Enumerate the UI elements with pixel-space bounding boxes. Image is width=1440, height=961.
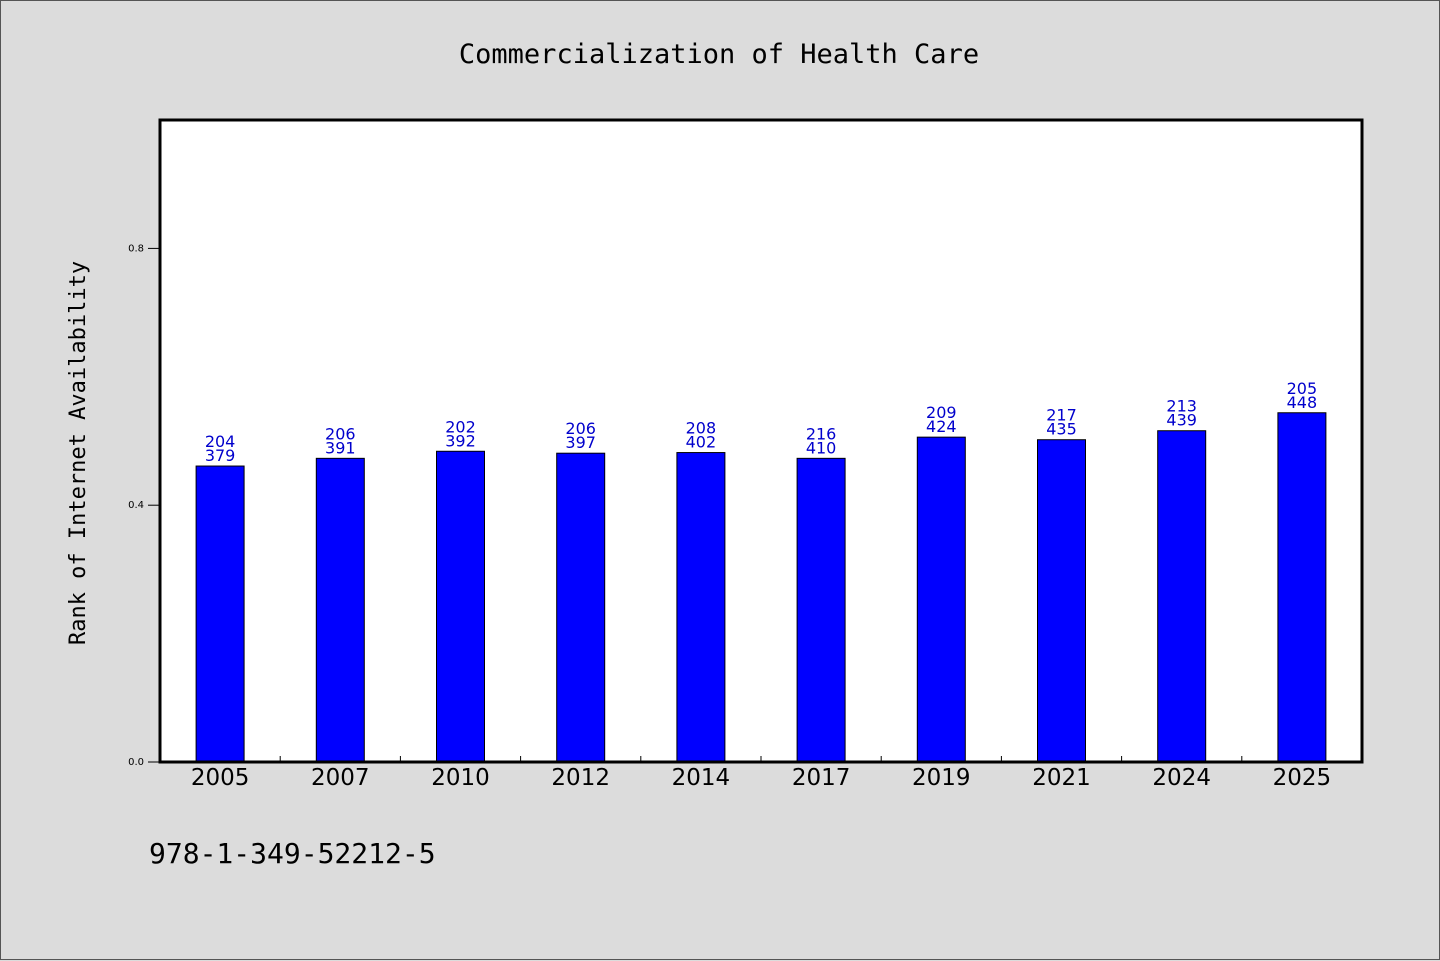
y-tick-label-2: 0.8 xyxy=(128,243,144,254)
plot-frame xyxy=(158,118,1364,764)
x-tick-label-2025: 2025 xyxy=(1273,765,1332,791)
x-tick-label-2012: 2012 xyxy=(551,765,610,791)
bar-2025 xyxy=(1277,412,1327,763)
x-tick-label-2019: 2019 xyxy=(912,765,971,791)
bar-2005 xyxy=(195,465,245,763)
x-axis: 2005 2007 2010 2012 2014 2017 2019 2021 2024 2025 xyxy=(191,756,1331,791)
bar-2010 xyxy=(436,450,485,763)
data-label-top-2021: 217 xyxy=(1046,406,1077,425)
data-label-bottom-2024: 439 xyxy=(1166,411,1197,430)
data-label-bottom-2007: 391 xyxy=(325,438,356,457)
data-label-bottom-2025: 448 xyxy=(1287,393,1318,412)
x-tick-label-2007: 2007 xyxy=(311,765,370,791)
bar-2012 xyxy=(556,452,606,763)
chart-title: Commercialization of Health Care xyxy=(459,39,979,70)
x-tick-label-2017: 2017 xyxy=(792,765,851,791)
data-label-bottom-2005: 379 xyxy=(205,446,236,465)
data-label-top-2017: 216 xyxy=(806,424,837,443)
data-label-bottom-2021: 435 xyxy=(1046,420,1077,439)
bar-2014 xyxy=(676,452,726,763)
data-label-bottom-2017: 410 xyxy=(806,438,837,457)
data-label-top-2005: 204 xyxy=(205,432,236,451)
x-tick-label-2024: 2024 xyxy=(1152,765,1211,791)
x-tick-label-2014: 2014 xyxy=(672,765,731,791)
data-label-bottom-2014: 402 xyxy=(686,433,717,452)
y-tick-label-0: 0.0 xyxy=(128,757,144,768)
bar-2007 xyxy=(315,457,365,763)
bars-layer xyxy=(195,412,1327,763)
y-axis: 0.0 0.4 0.8 xyxy=(128,243,160,768)
x-tick-label-2021: 2021 xyxy=(1032,765,1091,791)
data-label-bottom-2012: 397 xyxy=(565,433,596,452)
data-label-top-2024: 213 xyxy=(1166,397,1197,416)
data-label-top-2010: 202 xyxy=(445,417,476,436)
isbn-text: 978-1-349-52212-5 xyxy=(149,837,436,870)
data-label-top-2014: 208 xyxy=(686,419,717,438)
data-label-bottom-2010: 392 xyxy=(445,431,476,450)
data-label-bottom-2019: 424 xyxy=(926,417,957,436)
x-tick-label-2010: 2010 xyxy=(431,765,490,791)
y-tick-label-1: 0.4 xyxy=(128,500,144,511)
bar-2019 xyxy=(916,436,966,763)
data-label-top-2019: 209 xyxy=(926,403,957,422)
bar-2017 xyxy=(796,457,846,763)
bar-2024 xyxy=(1157,430,1207,763)
y-axis-label: Rank of Internet Availability xyxy=(66,261,91,645)
data-label-top-2012: 206 xyxy=(565,419,596,438)
data-label-top-2025: 205 xyxy=(1287,379,1318,398)
data-label-top-2007: 206 xyxy=(325,424,356,443)
x-tick-label-2005: 2005 xyxy=(191,765,250,791)
bar-2021 xyxy=(1037,439,1086,763)
